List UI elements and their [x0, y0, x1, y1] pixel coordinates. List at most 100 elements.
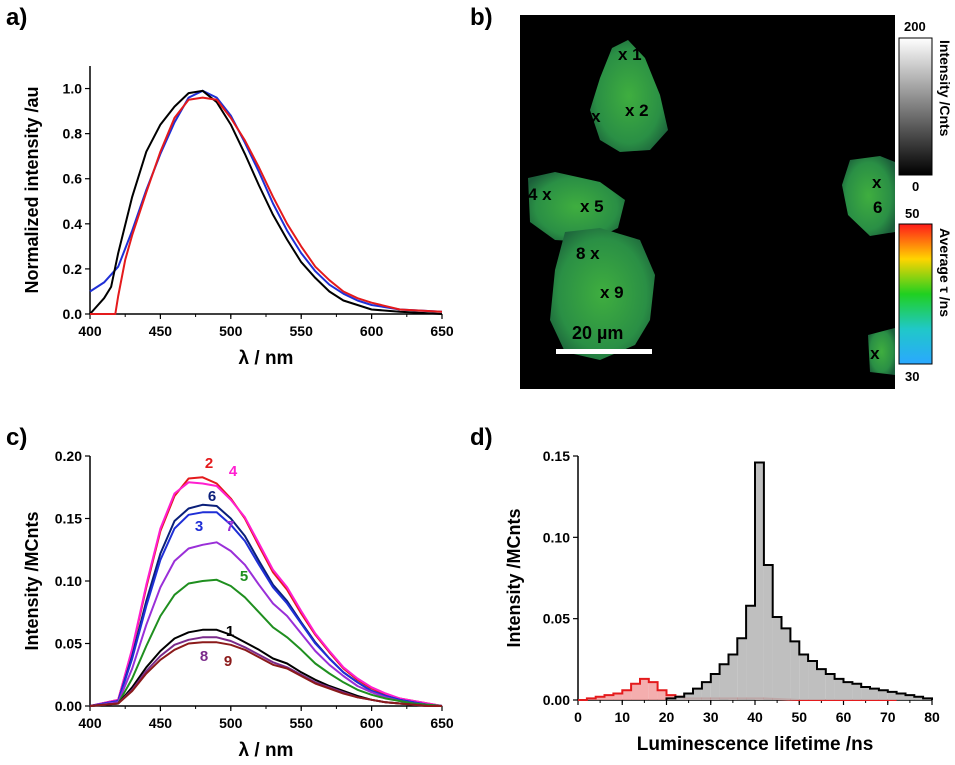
x-tick-label: 50 [791, 709, 807, 725]
chart-c: 400 450 500 550 600 650 0.00 0.05 0.10 0.15 0.20 λ … [22, 448, 454, 761]
series-line-5 [89, 578, 443, 707]
panel-label-c: c) [6, 424, 27, 451]
hist-bar-0-4 [701, 682, 711, 700]
hist-bar-1-5 [622, 690, 632, 700]
y-axis-label: Intensity /MCnts [22, 511, 42, 650]
series-label-5: 5 [240, 568, 248, 585]
x-axis-label: Luminescence lifetime /ns [637, 734, 874, 755]
y-tick-label: 0.15 [543, 448, 570, 464]
hist-bar-1-3 [604, 695, 614, 700]
series-line-3 [89, 511, 443, 707]
hist-bar-0-8 [737, 638, 747, 700]
y-tick-label: 0.15 [55, 511, 82, 527]
y-tick-label: 0.05 [55, 636, 82, 652]
intensity-colorbar-min: 0 [912, 179, 919, 194]
x-tick-label: 450 [149, 715, 173, 731]
x-tick-label: 0 [574, 709, 582, 725]
y-axis-label: Normalized intensity /au [22, 86, 42, 293]
series-label-1: 1 [226, 623, 234, 640]
hist-bar-0-7 [728, 654, 738, 700]
intensity-colorbar-max: 200 [904, 19, 926, 34]
chart-d: 0 10 20 30 40 50 60 70 80 0.00 0.05 0.10 0.15 Lumines… [504, 448, 940, 755]
hist-bar-0-15 [799, 654, 809, 700]
y-tick-label: 0.00 [55, 698, 82, 714]
chart-a: 400 450 500 550 600 650 0.0 0.2 0.4 0.6 0.8 1.0 λ / … [22, 66, 454, 369]
hist-bar-0-27 [905, 695, 915, 700]
x-axis-label: λ / nm [239, 740, 294, 761]
hist-bar-0-13 [781, 628, 791, 700]
series-label-9: 9 [224, 653, 232, 670]
series-line-4 [89, 481, 443, 707]
lifetime-colorbar [898, 223, 933, 365]
hist-bar-1-7 [640, 678, 649, 700]
series-line-1 [89, 89, 443, 315]
series-label-3: 3 [195, 518, 203, 535]
y-tick-label: 0.10 [55, 573, 82, 589]
x-tick-label: 650 [430, 715, 454, 731]
y-tick-label: 0.20 [55, 448, 82, 464]
intensity-colorbar [898, 37, 933, 176]
point-label-3: 3 x [577, 107, 601, 126]
y-tick-label: 0.0 [63, 306, 83, 322]
point-label-5: x 5 [580, 197, 604, 216]
x-tick-label: 70 [880, 709, 896, 725]
hist-bar-0-20 [843, 682, 853, 700]
x-tick-label: 10 [614, 709, 630, 725]
hist-bar-0-17 [817, 669, 826, 700]
lifetime-colorbar-max: 50 [905, 206, 919, 221]
series-label-6: 6 [208, 488, 216, 505]
hist-bar-0-14 [790, 641, 800, 700]
cell-shape-2 [528, 172, 625, 242]
hist-outline-0 [665, 461, 933, 700]
cell-shape-1 [590, 40, 668, 152]
hist-bar-0-5 [710, 674, 720, 700]
x-tick-label: 60 [836, 709, 852, 725]
y-tick-label: 0.6 [63, 171, 83, 187]
intensity-colorbar-title: Intensity /Cnts [937, 40, 953, 137]
hist-bar-0-16 [808, 661, 817, 700]
hist-bar-0-28 [914, 696, 924, 700]
hist-bar-1-8 [648, 682, 658, 700]
panel-label-d: d) [470, 424, 493, 451]
x-tick-label: 500 [219, 323, 243, 339]
point-label-6: 6 [873, 198, 882, 217]
point-label-2: x 2 [625, 101, 649, 120]
x-tick-label: 80 [924, 709, 940, 725]
hist-bar-0-21 [852, 683, 862, 700]
series-label-7: 7 [226, 518, 234, 535]
y-tick-label: 0.8 [63, 126, 83, 142]
hist-bar-0-22 [861, 687, 870, 700]
x-tick-label: 40 [747, 709, 763, 725]
hist-bar-0-11 [763, 565, 773, 700]
y-tick-label: 0.10 [543, 529, 570, 545]
point-label-1: x 1 [618, 45, 642, 64]
series-line-7 [89, 541, 443, 707]
cell-shape-3 [550, 228, 655, 360]
cell-shape-4 [842, 156, 895, 236]
scale-bar-label: 20 µm [572, 323, 623, 343]
lifetime-colorbar-min: 30 [905, 369, 919, 384]
x-tick-label: 20 [659, 709, 675, 725]
hist-bar-0-19 [834, 678, 844, 700]
series-label-4: 4 [229, 463, 238, 480]
y-tick-label: 0.05 [543, 611, 570, 627]
hist-bar-0-9 [746, 605, 755, 700]
hist-bar-0-18 [825, 674, 835, 700]
hist-bar-1-2 [595, 696, 605, 700]
hist-bar-0-1 [675, 696, 685, 700]
hist-bar-0-24 [878, 690, 888, 700]
hist-bar-0-6 [719, 664, 729, 700]
cell-shape-5 [868, 328, 895, 375]
point-label-9: x 9 [600, 283, 624, 302]
x-axis-label: λ / nm [239, 348, 294, 369]
hist-bar-0-10 [755, 462, 764, 700]
hist-bar-0-26 [896, 693, 906, 700]
hist-bar-0-2 [684, 693, 693, 700]
hist-bar-0-25 [887, 691, 897, 700]
hist-bar-0-23 [870, 688, 879, 700]
lifetime-colorbar-title: Average τ /ns [937, 228, 953, 317]
y-tick-label: 0.4 [63, 216, 83, 232]
x-tick-label: 450 [149, 323, 173, 339]
series-line-2 [90, 96, 443, 315]
